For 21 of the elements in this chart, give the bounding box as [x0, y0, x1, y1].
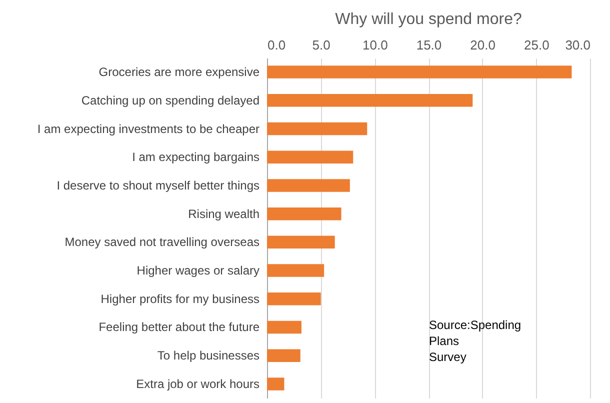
x-tick-label: 10.0 — [362, 38, 388, 52]
y-tick-label: Rising wealth — [188, 206, 260, 221]
y-tick-label: Groceries are more expensive — [98, 65, 260, 80]
y-tick-label: Extra job or work hours — [136, 376, 260, 391]
x-tick-label: 15.0 — [416, 38, 442, 52]
y-tick-label: Feeling better about the future — [98, 320, 260, 334]
x-tick-label: 0.0 — [268, 38, 286, 52]
x-tick-label: 5.0 — [312, 38, 330, 52]
y-tick-label: Higher profits for my business — [100, 292, 260, 306]
y-tick-label: Money saved not travelling overseas — [64, 235, 260, 250]
chart-title: Why will you spend more? — [335, 11, 522, 28]
x-tick-label: 30.0 — [565, 38, 590, 52]
y-tick-label: Higher wages or salary — [136, 264, 260, 278]
annotation: Source:Spending Plans Survey — [429, 318, 522, 364]
y-tick-label: I am expecting bargains — [132, 150, 260, 164]
y-tick-label: I am expecting investments to be cheaper — [37, 122, 260, 136]
y-tick-label: I deserve to shout myself better things — [56, 178, 260, 192]
x-tick-label: 20.0 — [470, 38, 496, 52]
y-tick-label: To help businesses — [157, 348, 260, 363]
y-tick-label: Catching up on spending delayed — [81, 93, 260, 108]
x-tick-label: 25.0 — [524, 38, 550, 52]
